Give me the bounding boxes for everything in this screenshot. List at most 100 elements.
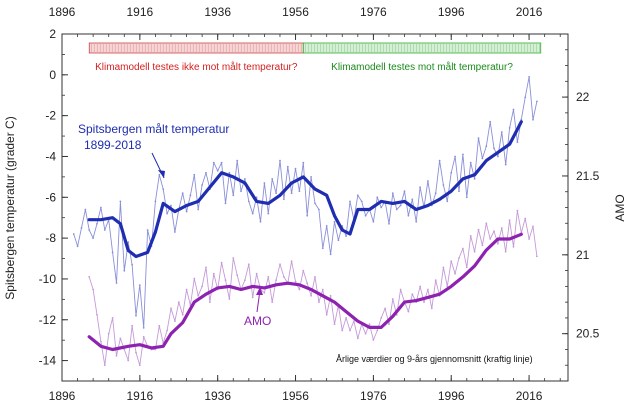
series-annual-point xyxy=(283,198,285,201)
series-annual-point xyxy=(302,269,305,272)
series-annual-point xyxy=(263,291,266,294)
series-annual-point xyxy=(138,284,141,286)
series-annual-point xyxy=(271,301,274,303)
series-annual-point xyxy=(454,155,456,158)
series-annual-point xyxy=(185,288,188,291)
series-annual-point xyxy=(212,272,215,275)
x-tick-label-bottom: 1936 xyxy=(204,389,231,403)
series-annual-point xyxy=(512,108,515,111)
series-annual-point xyxy=(465,196,468,199)
series-annual-point xyxy=(516,141,519,144)
series-annual-point xyxy=(263,182,266,184)
series-annual-point xyxy=(88,229,91,231)
series-annual-point xyxy=(115,282,118,284)
series-annual-point xyxy=(318,301,320,303)
series-annual-point xyxy=(302,161,305,164)
x-tick-label-bottom: 1996 xyxy=(438,389,465,403)
series-annual-point xyxy=(170,204,172,207)
series-annual-point xyxy=(462,153,464,156)
series-annual-point xyxy=(419,186,421,189)
series-annual-point xyxy=(454,272,456,275)
x-tick-label-bottom: 1916 xyxy=(126,389,153,403)
series-annual-point xyxy=(290,260,293,262)
series-annual-point xyxy=(96,313,98,316)
series-annual-point xyxy=(333,220,336,223)
series-annual-point xyxy=(500,227,503,229)
series-annual-point xyxy=(481,244,484,247)
series-annual-point xyxy=(255,272,258,275)
series-annual-point xyxy=(411,293,414,296)
series-annual-point xyxy=(512,246,515,248)
series-annual-point xyxy=(103,364,106,367)
series-annual-point xyxy=(469,235,472,237)
series-annual-point xyxy=(88,276,91,278)
series-annual-point xyxy=(146,229,149,231)
series-annual-point xyxy=(427,180,429,182)
series-annual-point xyxy=(283,276,285,278)
series-annual-point xyxy=(201,285,204,288)
x-tick-label-bottom: 1976 xyxy=(360,389,387,403)
series-annual-point xyxy=(111,317,114,319)
series-annual-point xyxy=(306,214,309,217)
banner-left-label: Klimamodell testes ikke mot målt tempera… xyxy=(95,61,298,73)
y-left-tick-label: -14 xyxy=(39,354,57,368)
amo-label: AMO xyxy=(244,314,271,328)
series-annual-point xyxy=(329,294,332,297)
series-annual-point xyxy=(72,233,75,235)
series-annual-point xyxy=(458,190,460,193)
series-annual-point xyxy=(415,220,418,223)
series-annual-point xyxy=(438,159,441,162)
series-annual-point xyxy=(403,190,406,193)
y-left-tick-label: -4 xyxy=(45,149,56,163)
series-annual-point xyxy=(368,323,371,326)
series-annual-point xyxy=(399,288,402,291)
series-annual-point xyxy=(158,324,161,327)
banner-right-label: Klimamodell testes mot målt temperatur? xyxy=(331,61,513,73)
series-annual-point xyxy=(228,171,231,174)
series-annual-point xyxy=(103,229,106,231)
series-annual-point xyxy=(442,266,445,269)
series-annual-point xyxy=(473,250,476,253)
series-annual-point xyxy=(489,120,492,123)
series-annual-point xyxy=(174,320,176,322)
series-annual-point xyxy=(224,279,227,281)
series-annual-point xyxy=(294,280,297,283)
series-annual-point xyxy=(504,163,507,166)
y-left-tick-label: -6 xyxy=(45,190,56,204)
series-annual-point xyxy=(76,245,79,248)
series-annual-point xyxy=(485,145,488,148)
series-annual-point xyxy=(423,301,425,303)
series-annual-point xyxy=(306,282,309,285)
series-annual-point xyxy=(329,253,332,256)
series-annual-point xyxy=(123,348,126,351)
series-annual-point xyxy=(489,238,492,240)
series-annual-point xyxy=(411,198,414,201)
series-annual-point xyxy=(450,171,453,174)
y-right-tick-label: 20.5 xyxy=(576,327,600,341)
series-annual-point xyxy=(536,255,538,258)
series-annual-point xyxy=(477,228,480,231)
series-annual-point xyxy=(271,178,274,180)
series-annual-point xyxy=(325,313,328,316)
series-annual-point xyxy=(193,173,196,176)
series-annual-point xyxy=(333,323,336,326)
x-tick-label-top: 1996 xyxy=(438,5,465,19)
series-annual-point xyxy=(493,147,495,150)
series-annual-point xyxy=(477,137,480,140)
series-annual-point xyxy=(524,96,527,99)
x-tick-label-top: 1976 xyxy=(360,5,387,19)
banner-hatch xyxy=(90,44,540,52)
series-annual-point xyxy=(508,127,511,129)
series-annual-point xyxy=(493,230,495,233)
series-annual-point xyxy=(364,214,367,217)
series-annual-point xyxy=(446,200,449,203)
series-annual-point xyxy=(181,192,184,195)
series-annual-point xyxy=(524,217,527,220)
series-annual-point xyxy=(473,178,476,180)
series-annual-point xyxy=(458,257,460,259)
series-annual-point xyxy=(376,196,379,199)
series-annual-point xyxy=(376,329,379,332)
y-left-tick-label: -2 xyxy=(45,109,56,123)
series-annual-point xyxy=(321,288,324,291)
x-axis-top: 1896 1916 1936 1956 1976 1996 2016 xyxy=(49,5,561,40)
